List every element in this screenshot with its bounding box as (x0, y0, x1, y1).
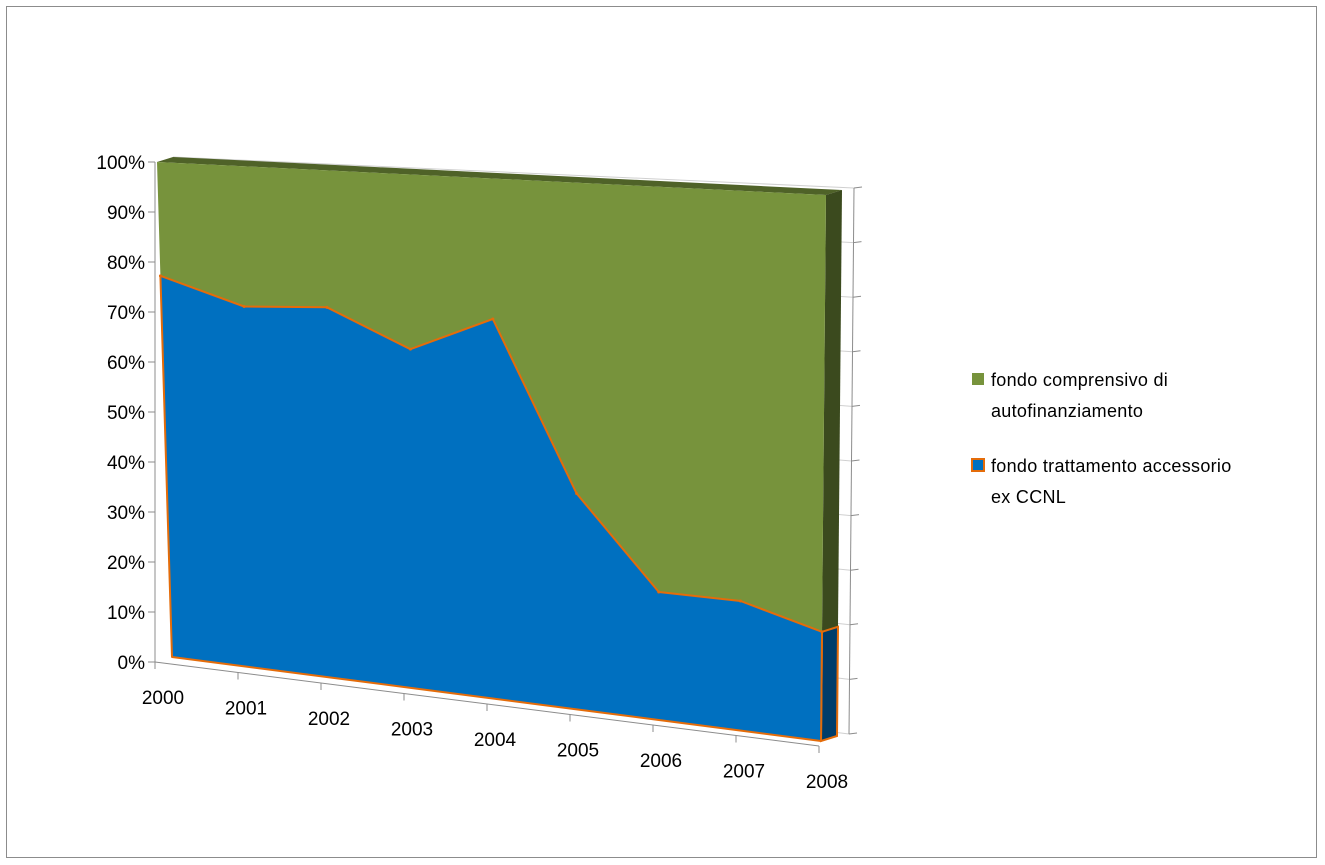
series-top-surface (157, 157, 842, 195)
data-point (325, 305, 329, 309)
legend-label: fondo comprensivo di (991, 370, 1168, 390)
x-axis: 2000 2001 2002 2003 2004 2005 2006 2007 2008 (142, 661, 848, 793)
gridline (172, 156, 855, 189)
data-point (491, 317, 495, 321)
x-tick-label: 2006 (640, 751, 682, 772)
legend-swatch (972, 373, 984, 385)
legend-label: fondo trattamento accessorio (991, 456, 1232, 476)
x-tick-label: 2008 (806, 772, 848, 793)
y-tick-label: 0% (118, 653, 146, 674)
y-axis: 0% 10% 20% 30% 40% 50% 60% 70% 80% 90% 100% (96, 153, 156, 674)
y-tick-label: 40% (107, 453, 145, 474)
y-tick-label: 90% (107, 203, 145, 224)
legend-swatch (971, 458, 985, 472)
x-tick-label: 2007 (723, 762, 765, 783)
x-tick-label: 2004 (474, 730, 517, 751)
right-tick (849, 623, 859, 626)
legend-label: autofinanziamento (991, 401, 1143, 421)
right-tick (850, 568, 859, 571)
legend: fondo comprensivo di autofinanziamento fon… (971, 370, 1232, 507)
plot-areas (157, 157, 842, 743)
x-tick-label: 2001 (225, 699, 267, 720)
data-point (738, 599, 742, 603)
data-point (408, 347, 412, 351)
right-tick (852, 350, 861, 353)
data-point (820, 630, 824, 634)
right-tick (852, 295, 862, 298)
data-point (158, 274, 162, 278)
x-tick-label: 2002 (308, 709, 350, 730)
right-tick (850, 514, 860, 517)
right-tick (853, 241, 862, 244)
y-tick-label: 100% (96, 153, 145, 174)
y-tick-label: 10% (107, 603, 145, 624)
y-tick-label: 30% (107, 503, 145, 524)
legend-label: ex CCNL (991, 487, 1066, 507)
y-tick-label: 60% (107, 353, 145, 374)
x-tick-label: 2003 (391, 720, 433, 741)
right-tick (851, 404, 861, 407)
right-tick (853, 186, 863, 189)
x-tick-label: 2000 (142, 688, 184, 709)
series-side-blue (819, 625, 840, 743)
right-wall-edge (848, 187, 855, 735)
data-point (657, 590, 661, 594)
series-side-green (822, 190, 842, 632)
data-point (242, 305, 246, 309)
y-tick-label: 70% (107, 303, 145, 324)
right-tick (848, 732, 858, 735)
right-tick (849, 677, 858, 680)
x-tick-label: 2005 (557, 741, 599, 762)
data-point (575, 491, 579, 495)
y-tick-label: 50% (107, 403, 145, 424)
series-area-autofinanziamento (157, 162, 826, 632)
y-tick-label: 80% (107, 253, 145, 274)
y-tick-label: 20% (107, 553, 145, 574)
right-tick (851, 459, 860, 462)
